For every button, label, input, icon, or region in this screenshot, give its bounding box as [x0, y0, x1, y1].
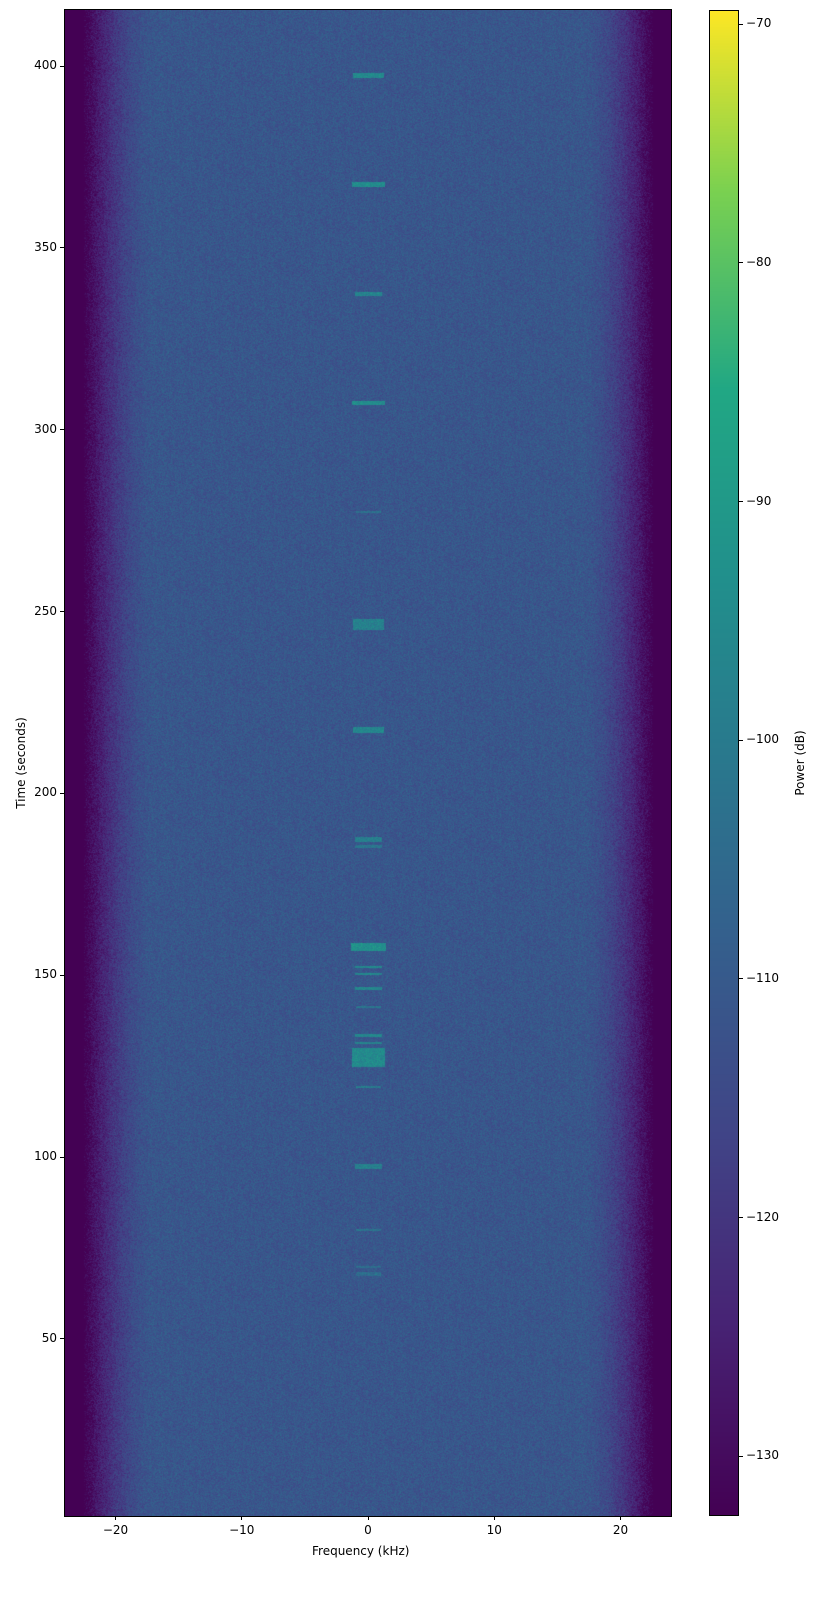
y-tick-mark: [60, 247, 64, 249]
y-tick-label: 400: [34, 58, 57, 72]
x-tick-label: 20: [612, 1523, 629, 1537]
colorbar-tick-mark: [739, 1217, 743, 1219]
colorbar-tick-mark: [739, 262, 743, 264]
colorbar-tick-label: −90: [746, 493, 772, 508]
colorbar-tick-mark: [739, 1455, 743, 1457]
y-tick-mark: [60, 792, 64, 794]
colorbar-tick-mark: [739, 978, 743, 980]
y-tick-mark: [60, 1156, 64, 1158]
colorbar-tick-mark: [739, 23, 743, 25]
x-tick-mark: [241, 1516, 243, 1520]
colorbar-tick-label: −120: [746, 1209, 779, 1224]
colorbar-tick-label: −80: [746, 254, 772, 269]
colorbar-tick-label: −130: [746, 1448, 779, 1463]
spectrogram-image: [65, 10, 671, 1516]
colorbar-tick-label: −70: [746, 16, 772, 31]
colorbar-tick-label: −110: [746, 970, 779, 985]
colorbar-tick-mark: [739, 501, 743, 503]
y-tick-mark: [60, 611, 64, 613]
x-tick-label: −10: [229, 1523, 255, 1537]
x-tick-label: 0: [364, 1523, 372, 1537]
x-tick-mark: [367, 1516, 369, 1520]
x-axis-label: Frequency (kHz): [312, 1544, 410, 1558]
y-tick-mark: [60, 429, 64, 431]
colorbar-label: Power (dB): [793, 730, 807, 796]
y-axis-label: Time (seconds): [14, 717, 28, 809]
colorbar-tick-label: −100: [746, 732, 779, 747]
y-tick-mark: [60, 1338, 64, 1340]
y-tick-mark: [60, 65, 64, 67]
y-tick-label: 250: [34, 603, 57, 618]
y-tick-label: 350: [34, 239, 57, 254]
y-tick-label: 50: [41, 1330, 57, 1345]
x-tick-label: 10: [486, 1523, 502, 1537]
colorbar-tick-mark: [739, 739, 743, 741]
spectrogram-plot-area: [65, 10, 671, 1516]
y-tick-label: 200: [34, 785, 57, 800]
x-tick-mark: [115, 1516, 116, 1520]
y-tick-label: 100: [34, 1149, 57, 1164]
colorbar: [709, 10, 739, 1516]
x-tick-mark: [620, 1516, 621, 1520]
y-tick-mark: [60, 974, 64, 976]
y-tick-label: 300: [34, 421, 57, 436]
y-tick-label: 150: [34, 967, 57, 982]
x-tick-mark: [493, 1516, 495, 1520]
x-tick-label: −20: [102, 1523, 129, 1537]
